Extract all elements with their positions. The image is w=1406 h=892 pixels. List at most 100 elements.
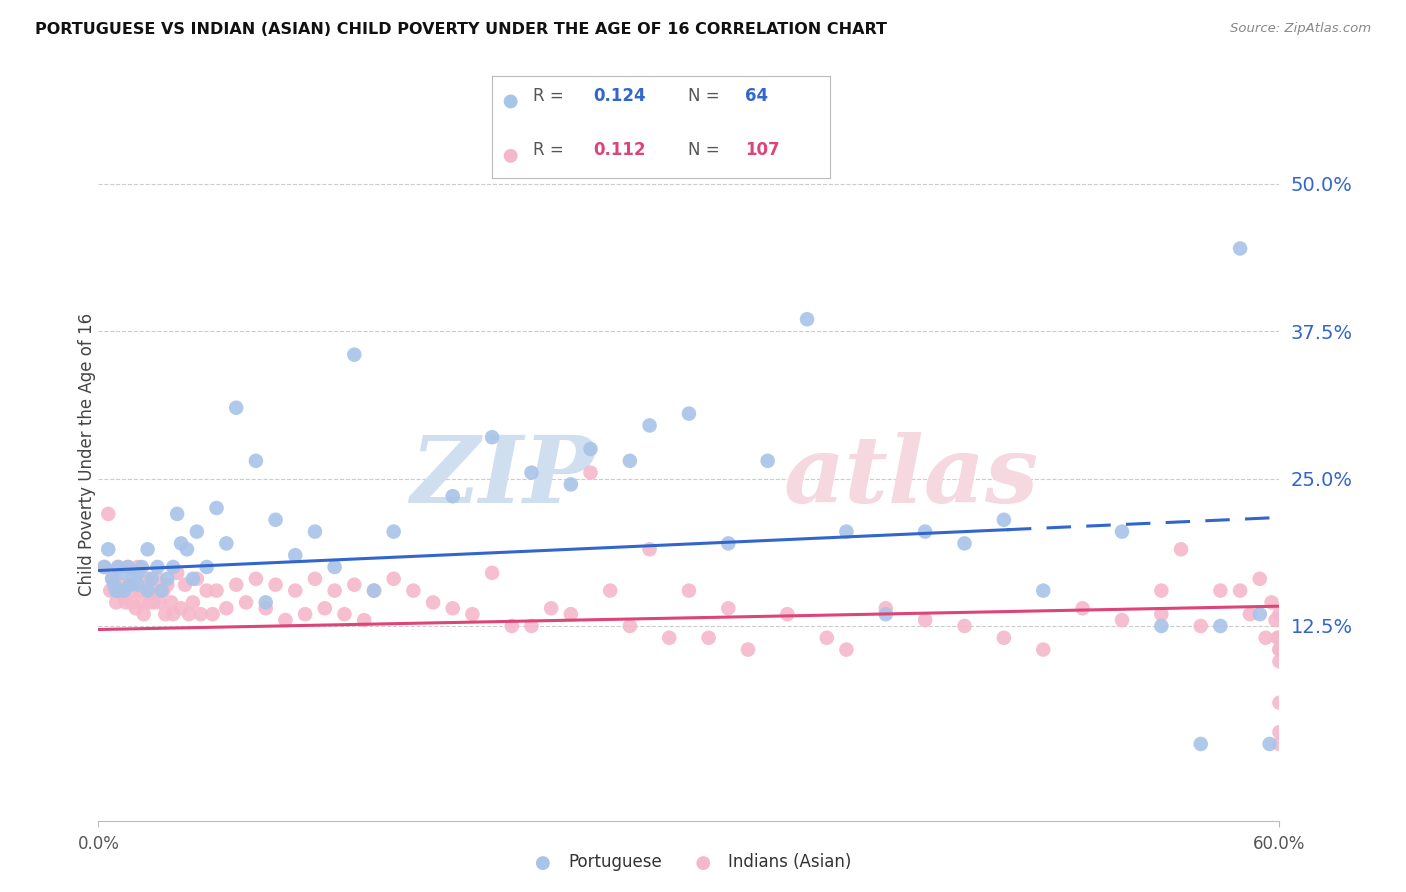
Point bbox=[121, 595, 143, 609]
Text: 107: 107 bbox=[745, 141, 780, 159]
Point bbox=[875, 601, 897, 615]
Point bbox=[162, 560, 184, 574]
Point bbox=[993, 513, 1015, 527]
Point bbox=[501, 619, 523, 633]
Point bbox=[284, 548, 307, 562]
Point bbox=[115, 595, 138, 609]
Point bbox=[914, 613, 936, 627]
Point bbox=[1170, 542, 1192, 557]
Point bbox=[166, 566, 188, 580]
Point bbox=[1267, 631, 1289, 645]
Point bbox=[353, 613, 375, 627]
Point bbox=[638, 542, 661, 557]
Point bbox=[138, 595, 160, 609]
Point bbox=[560, 477, 582, 491]
Point bbox=[638, 418, 661, 433]
Point bbox=[717, 536, 740, 550]
Point bbox=[105, 595, 128, 609]
Point bbox=[619, 619, 641, 633]
Point bbox=[107, 583, 129, 598]
Point bbox=[343, 577, 366, 591]
Point bbox=[205, 501, 228, 516]
Point bbox=[461, 607, 484, 622]
Point bbox=[993, 631, 1015, 645]
Text: atlas: atlas bbox=[783, 432, 1039, 522]
Point bbox=[1268, 696, 1291, 710]
Point bbox=[1268, 631, 1291, 645]
Point bbox=[150, 583, 173, 598]
Point bbox=[93, 560, 115, 574]
Point bbox=[117, 560, 139, 574]
Point bbox=[136, 542, 159, 557]
Point bbox=[128, 583, 150, 598]
Point bbox=[1229, 242, 1251, 256]
Text: 0.112: 0.112 bbox=[593, 141, 645, 159]
Point bbox=[141, 583, 163, 598]
Point bbox=[1268, 631, 1291, 645]
Point bbox=[132, 607, 155, 622]
Point bbox=[1209, 619, 1232, 633]
Point bbox=[658, 631, 681, 645]
Point bbox=[146, 560, 169, 574]
Y-axis label: Child Poverty Under the Age of 16: Child Poverty Under the Age of 16 bbox=[79, 313, 96, 597]
Point bbox=[1071, 601, 1094, 615]
Point bbox=[560, 607, 582, 622]
Point bbox=[776, 607, 799, 622]
Point bbox=[599, 583, 621, 598]
Text: N =: N = bbox=[688, 141, 724, 159]
Point bbox=[579, 442, 602, 456]
Point bbox=[146, 572, 169, 586]
Point bbox=[481, 430, 503, 444]
Point bbox=[177, 607, 200, 622]
Point bbox=[382, 572, 405, 586]
Point bbox=[107, 560, 129, 574]
Point bbox=[205, 583, 228, 598]
Point bbox=[284, 583, 307, 598]
Point bbox=[441, 489, 464, 503]
Point bbox=[225, 401, 247, 415]
Point bbox=[363, 583, 385, 598]
Point bbox=[190, 607, 212, 622]
Point bbox=[815, 631, 838, 645]
Point bbox=[914, 524, 936, 539]
Point bbox=[131, 560, 153, 574]
Point bbox=[499, 149, 522, 163]
Point bbox=[520, 466, 543, 480]
Point bbox=[215, 536, 238, 550]
Point bbox=[520, 619, 543, 633]
Point bbox=[323, 560, 346, 574]
Point bbox=[215, 601, 238, 615]
Point bbox=[186, 572, 208, 586]
Point bbox=[112, 590, 135, 604]
Point bbox=[1239, 607, 1261, 622]
Point bbox=[131, 595, 153, 609]
Text: R =: R = bbox=[533, 87, 568, 104]
Point bbox=[254, 601, 277, 615]
Point bbox=[98, 583, 121, 598]
Point bbox=[363, 583, 385, 598]
Point bbox=[1032, 583, 1054, 598]
Text: N =: N = bbox=[688, 87, 724, 104]
Point bbox=[1268, 725, 1291, 739]
Point bbox=[127, 560, 149, 574]
Point bbox=[127, 566, 149, 580]
Point bbox=[1260, 595, 1282, 609]
Point bbox=[141, 572, 163, 586]
Point bbox=[1258, 737, 1281, 751]
Point bbox=[441, 601, 464, 615]
Point bbox=[875, 607, 897, 622]
Point bbox=[156, 572, 179, 586]
Point bbox=[176, 542, 198, 557]
Point bbox=[756, 454, 779, 468]
Point bbox=[835, 524, 858, 539]
Point bbox=[225, 577, 247, 591]
Point bbox=[422, 595, 444, 609]
Point bbox=[254, 595, 277, 609]
Point bbox=[107, 560, 129, 574]
Point bbox=[174, 577, 197, 591]
Point bbox=[118, 577, 141, 591]
Point bbox=[148, 595, 170, 609]
Point bbox=[152, 583, 174, 598]
Point bbox=[111, 566, 134, 580]
Point bbox=[1189, 737, 1212, 751]
